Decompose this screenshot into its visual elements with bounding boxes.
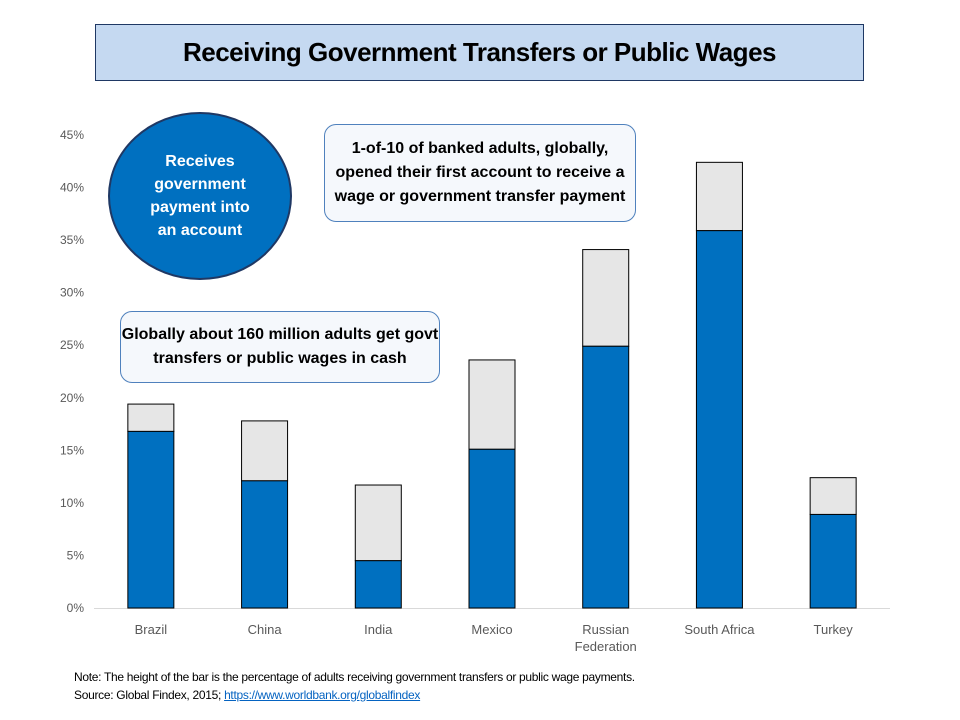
title-box: Receiving Government Transfers or Public…	[95, 24, 864, 81]
y-tick-label: 25%	[60, 338, 84, 352]
bar-segment-account	[582, 345, 630, 609]
bar-segment-account	[241, 480, 289, 609]
x-category-label: South Africa	[684, 622, 755, 637]
y-tick-label: 15%	[60, 443, 84, 457]
y-tick-label: 30%	[60, 286, 84, 300]
x-category-label: China	[248, 622, 283, 637]
y-tick-label: 40%	[60, 181, 84, 195]
bar-segment-account	[127, 430, 175, 609]
bar-segment-account	[468, 448, 516, 609]
bar-segment-cash	[354, 484, 402, 562]
y-tick-label: 35%	[60, 233, 84, 247]
bar-segment-cash	[809, 477, 857, 515]
source-prefix: Source: Global Findex, 2015;	[74, 688, 225, 702]
chart-title: Receiving Government Transfers or Public…	[182, 37, 777, 67]
x-category-label-line: Mexico	[471, 622, 512, 637]
bar-segment-cash	[468, 359, 516, 450]
chart-source: Source: Global Findex, 2015; https://www…	[74, 688, 420, 702]
callout-first-account-text: 1-of-10 of banked adults, globally, open…	[334, 140, 626, 205]
x-category-label: Mexico	[471, 622, 512, 637]
x-category-label: Turkey	[814, 622, 854, 637]
y-tick-label: 45%	[60, 128, 84, 142]
bar-segment-cash	[127, 403, 175, 432]
x-category-label-line: Federation	[575, 639, 637, 654]
x-category-label: India	[364, 622, 393, 637]
bar-segment-cash	[241, 420, 289, 482]
bar-segment-cash	[695, 161, 743, 232]
y-tick-label: 0%	[67, 601, 85, 615]
account-legend-oval: Receives government payment into an acco…	[108, 112, 292, 280]
x-category-label-line: Russian	[582, 622, 629, 637]
source-link[interactable]: https://www.worldbank.org/globalfindex	[224, 688, 421, 702]
x-category-label: Brazil	[135, 622, 168, 637]
y-tick-label: 10%	[60, 496, 84, 510]
x-category-label-line: South Africa	[684, 622, 755, 637]
bar-segment-account	[354, 560, 402, 609]
bar-segment-cash	[582, 249, 630, 347]
y-tick-label: 20%	[60, 391, 84, 405]
chart-note: Note: The height of the bar is the perce…	[74, 670, 635, 684]
bar-segment-account	[809, 513, 857, 609]
bar-segment-account	[695, 230, 743, 609]
x-category-label-line: China	[248, 622, 283, 637]
callout-cash-payments-text: Globally about 160 million adults get go…	[121, 326, 439, 367]
callout-cash-payments: Globally about 160 million adults get go…	[120, 311, 440, 383]
x-category-label-line: India	[364, 622, 393, 637]
y-tick-label: 5%	[67, 548, 85, 562]
oval-label: Receives government payment into an acco…	[150, 153, 250, 239]
x-category-label: Russian Federation	[575, 622, 637, 654]
x-category-label-line: Brazil	[135, 622, 168, 637]
x-category-label-line: Turkey	[814, 622, 854, 637]
callout-first-account: 1-of-10 of banked adults, globally, open…	[324, 124, 636, 222]
